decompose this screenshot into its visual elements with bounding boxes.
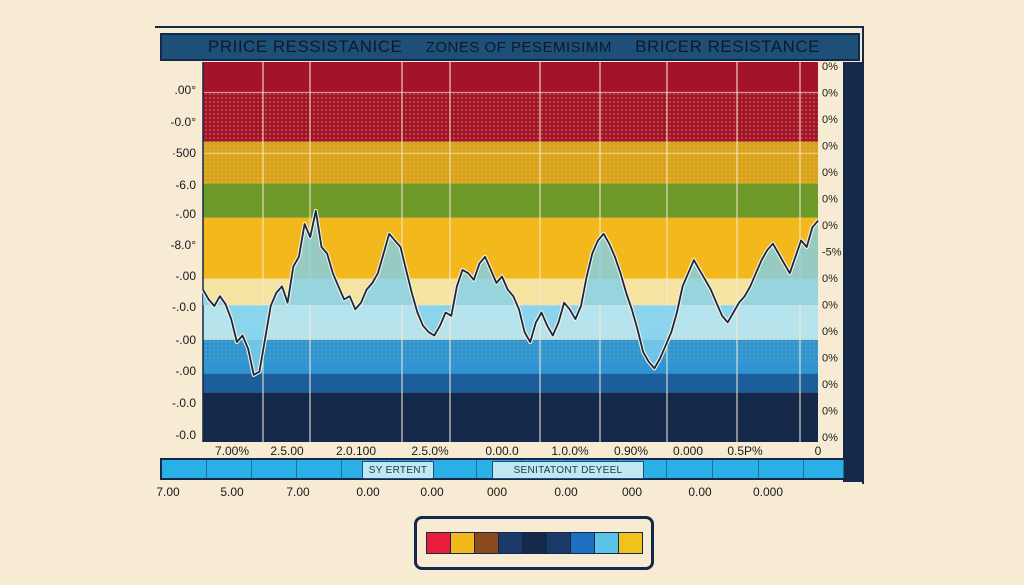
x-tick-4: 0.00.0 — [485, 444, 519, 458]
bottom-bar-segment — [759, 460, 804, 478]
y-right-tick-3: 0% — [822, 141, 838, 153]
x-tick-8: 0.5P% — [727, 444, 763, 458]
header-left-title: PRIICE RESSISTANICE — [208, 37, 403, 56]
bottom-bar-segment — [667, 460, 713, 478]
bottom-value-4: 0.00 — [420, 485, 444, 499]
legend-swatch-7 — [594, 533, 619, 553]
chart-header-bar: PRIICE RESSISTANICE ZONES OF PESEMISIMM … — [160, 33, 860, 61]
y-right-tick-0: 0% — [822, 61, 838, 73]
color-legend — [414, 516, 654, 570]
zone-green-zone — [203, 183, 818, 218]
legend-swatch-8 — [618, 533, 642, 553]
y-right-tick-10: 0% — [822, 326, 838, 338]
bottom-label-1: SY ERTENT — [362, 461, 434, 479]
bottom-bar-segment — [617, 460, 667, 478]
header-right-title: BRICER RESISTANCE — [635, 37, 820, 56]
bottom-value-2: 7.00 — [286, 485, 310, 499]
bottom-bar-segment — [804, 460, 844, 478]
legend-swatch-5 — [546, 533, 571, 553]
y-left-tick-2: ·500 — [172, 146, 196, 160]
y-left-tick-8: -.00 — [175, 333, 196, 347]
frame-top-line — [155, 26, 864, 28]
x-tick-3: 2.5.0% — [411, 444, 449, 458]
legend-swatch-3 — [498, 533, 523, 553]
y-left-tick-6: -.00 — [175, 269, 196, 283]
resistance-texture — [203, 92, 818, 184]
bottom-bar-segment — [432, 460, 477, 478]
price-area — [203, 210, 818, 375]
y-right-tick-8: 0% — [822, 273, 838, 285]
y-right-tick-6: 0% — [822, 220, 838, 232]
bottom-label-2: SENITATONT DEYEEL — [492, 461, 644, 479]
bottom-bar-segment — [297, 460, 342, 478]
y-left-tick-3: -6.0 — [175, 178, 196, 192]
x-tick-6: 0.90% — [614, 444, 648, 458]
legend-swatch-6 — [570, 533, 595, 553]
y-left-tick-10: -.0.0 — [172, 396, 196, 410]
y-right-tick-13: 0% — [822, 406, 838, 418]
legend-swatch-0 — [426, 533, 451, 553]
bottom-bar-segment — [713, 460, 759, 478]
y-left-tick-7: -.0.0 — [172, 300, 196, 314]
zone-deep-blue-zone — [203, 373, 818, 393]
y-right-tick-12: 0% — [822, 379, 838, 391]
y-right-tick-4: 0% — [822, 167, 838, 179]
bottom-bar-segment — [162, 460, 207, 478]
bottom-value-7: 000 — [621, 485, 643, 499]
x-tick-5: 1.0.0% — [551, 444, 589, 458]
legend-swatch-4 — [522, 533, 547, 553]
bottom-bar-segment — [207, 460, 252, 478]
bottom-value-0: 7.00 — [156, 485, 180, 499]
header-center-title: ZONES OF PESEMISIMM — [425, 38, 612, 56]
legend-swatch-2 — [474, 533, 499, 553]
bottom-value-1: 5.00 — [220, 485, 244, 499]
x-tick-7: 0.000 — [673, 444, 703, 458]
support-texture — [203, 328, 818, 363]
bottom-level-bar: SY ERTENT SENITATONT DEYEEL — [160, 458, 846, 480]
bottom-value-row: 7.00 5.00 7.00 0.00 0.00 000 0.00 000 0.00 0.000 — [0, 485, 1024, 501]
y-right-tick-5: 0% — [822, 194, 838, 206]
y-left-tick-11: -0.0 — [175, 428, 196, 442]
bottom-value-3: 0.00 — [356, 485, 380, 499]
legend-swatches — [425, 532, 643, 554]
x-tick-0: 7.00% — [215, 444, 249, 458]
y-right-tick-9: 0% — [822, 300, 838, 312]
y-left-tick-9: -.00 — [175, 364, 196, 378]
right-dark-column — [843, 62, 862, 482]
x-tick-1: 2.5.00 — [270, 444, 304, 458]
bottom-value-8: 0.00 — [688, 485, 712, 499]
x-tick-2: 2.0.100 — [336, 444, 376, 458]
y-left-tick-5: -8.0° — [171, 238, 197, 252]
zone-navy-zone — [203, 392, 818, 442]
legend-swatch-1 — [450, 533, 475, 553]
y-right-tick-1: 0% — [822, 88, 838, 100]
y-right-tick-11: 0% — [822, 353, 838, 365]
y-right-tick-2: 0% — [822, 114, 838, 126]
bottom-bar-segment — [252, 460, 297, 478]
frame-right-line — [862, 26, 864, 484]
bottom-value-9: 0.000 — [752, 485, 784, 499]
y-right-tick-14: 0% — [822, 432, 838, 444]
y-right-tick-7: -5% — [822, 247, 842, 259]
y-left-tick-1: -0.0° — [171, 115, 197, 129]
bottom-value-6: 0.00 — [554, 485, 578, 499]
y-left-tick-0: .00° — [175, 83, 197, 97]
y-left-tick-4: -.00 — [175, 207, 196, 221]
x-tick-9: 0 — [815, 444, 822, 458]
bottom-value-5: 000 — [486, 485, 508, 499]
price-line — [202, 210, 819, 376]
